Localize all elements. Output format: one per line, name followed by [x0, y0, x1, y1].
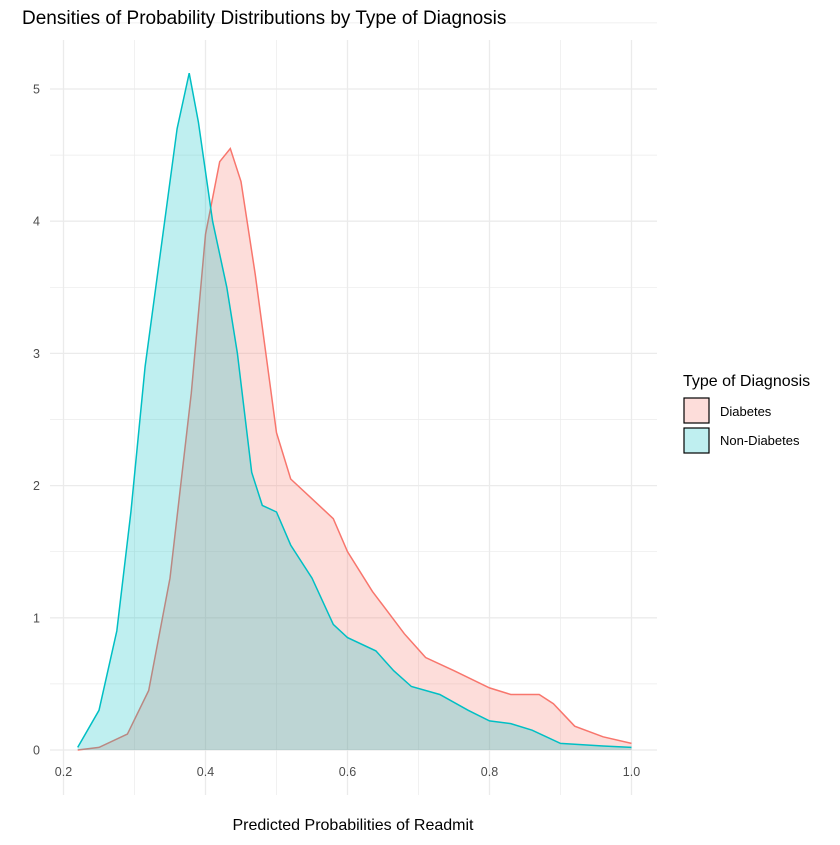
grid: [50, 22, 657, 795]
y-tick-label: 2: [33, 479, 40, 493]
y-tick-label: 0: [33, 744, 40, 758]
x-tick-label: 0.8: [481, 765, 498, 779]
chart-title: Densities of Probability Distributions b…: [22, 8, 506, 29]
density-area-diabetes: [77, 148, 632, 750]
y-axis-ticks: 0 1 2 3 4 5: [33, 83, 40, 758]
y-tick-label: 1: [33, 611, 40, 625]
density-line-diabetes: [77, 146, 632, 751]
x-tick-label: 1.0: [623, 765, 640, 779]
legend-label-diabetes: Diabetes: [720, 404, 772, 419]
density-areas: [77, 72, 632, 751]
legend-key-diabetes: [683, 397, 710, 424]
y-tick-label: 3: [33, 347, 40, 361]
x-tick-label: 0.6: [339, 765, 356, 779]
legend-key-non-diabetes: [683, 427, 710, 454]
y-tick-label: 4: [33, 215, 40, 229]
legend: Type of Diagnosis Diabetes Non-Diabetes: [683, 373, 810, 454]
x-tick-label: 0.4: [197, 765, 214, 779]
legend-title: Type of Diagnosis: [683, 373, 810, 390]
density-area-non-diabetes: [77, 73, 632, 751]
density-line-non-diabetes: [77, 72, 632, 749]
x-tick-label: 0.2: [55, 765, 72, 779]
x-axis-label: Predicted Probabilities of Readmit: [232, 817, 474, 834]
legend-label-non-diabetes: Non-Diabetes: [720, 433, 800, 448]
x-axis-ticks: 0.2 0.4 0.6 0.8 1.0: [55, 765, 640, 779]
y-tick-label: 5: [33, 83, 40, 97]
